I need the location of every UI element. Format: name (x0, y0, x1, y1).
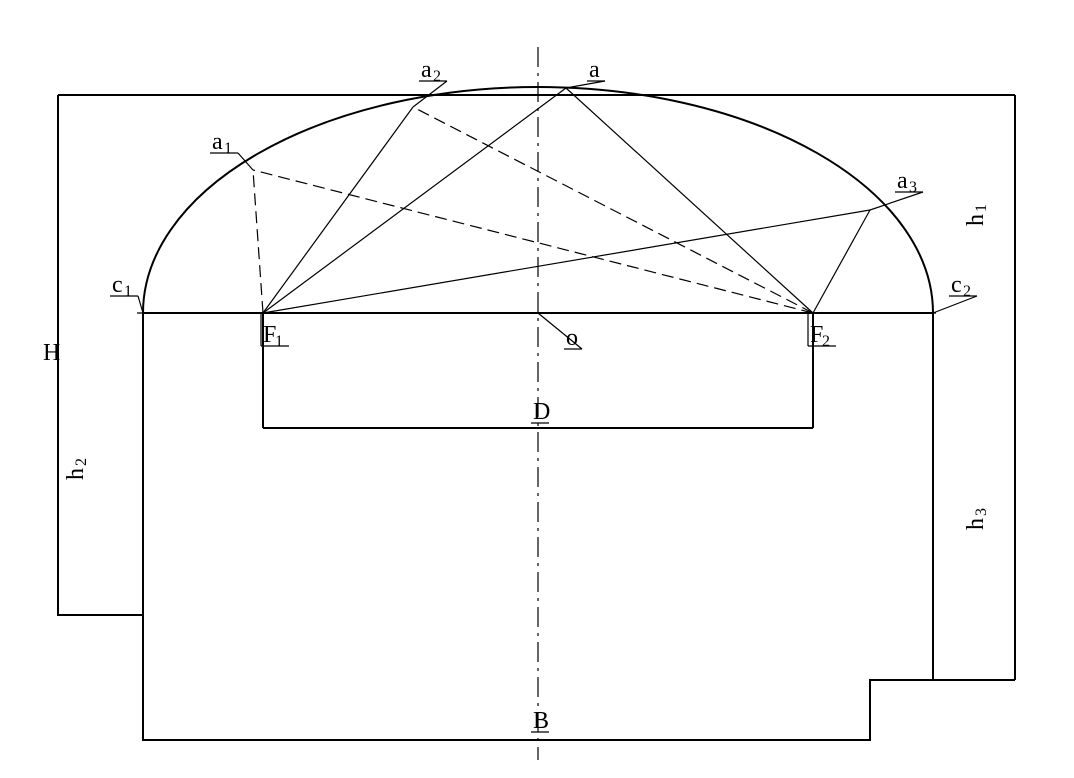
label-a: a (587, 57, 605, 83)
leader-a3 (870, 192, 923, 210)
svg-text:a: a (589, 57, 600, 83)
svg-text:c: c (951, 272, 962, 298)
label-a2: a2 (419, 57, 447, 85)
svg-text:B: B (533, 708, 549, 734)
label-B: B (531, 708, 549, 734)
svg-text:1: 1 (275, 333, 283, 350)
label-h1: h1 (963, 204, 990, 226)
F2-a2 (413, 107, 813, 313)
leader-a (566, 81, 605, 88)
label-c2: c2 (949, 272, 977, 300)
leader-c1 (138, 296, 143, 313)
svg-text:h: h (63, 468, 89, 480)
label-a3: a3 (895, 168, 923, 196)
svg-text:a: a (212, 129, 223, 155)
svg-text:3: 3 (973, 508, 990, 516)
F2-a1 (253, 170, 813, 313)
label-F1: F1 (261, 322, 289, 350)
F2-a3 (813, 210, 870, 313)
svg-text:1: 1 (973, 204, 990, 212)
F1-a2 (263, 107, 413, 313)
F1-a3 (263, 210, 870, 313)
svg-text:h: h (963, 518, 989, 530)
label-F2: F2 (808, 322, 836, 350)
label-c1: c1 (110, 272, 138, 300)
svg-text:2: 2 (73, 458, 90, 466)
svg-text:1: 1 (124, 283, 132, 300)
svg-text:2: 2 (433, 68, 441, 85)
svg-text:a: a (421, 57, 432, 83)
label-a1: a1 (210, 129, 238, 157)
F2-a (566, 88, 813, 313)
svg-text:2: 2 (963, 283, 971, 300)
svg-text:a: a (897, 168, 908, 194)
label-h3: h3 (963, 508, 990, 530)
svg-text:2: 2 (822, 333, 830, 350)
label-H: H (43, 340, 60, 366)
label-h2: h2 (63, 458, 90, 480)
F1-a1 (253, 170, 263, 313)
svg-text:3: 3 (909, 179, 917, 196)
label-D: D (531, 399, 550, 425)
leader-c2 (933, 296, 977, 313)
svg-text:c: c (112, 272, 123, 298)
F1-a (263, 88, 566, 313)
leader-a1 (238, 153, 253, 170)
svg-text:D: D (533, 399, 550, 425)
svg-text:1: 1 (224, 140, 232, 157)
svg-text:h: h (963, 214, 989, 226)
section-outline-left (58, 95, 933, 740)
